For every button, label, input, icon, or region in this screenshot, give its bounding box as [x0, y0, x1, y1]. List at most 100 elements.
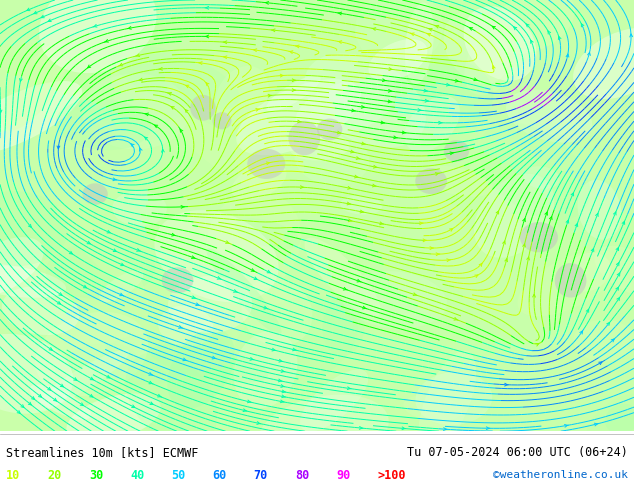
- FancyArrowPatch shape: [81, 403, 83, 405]
- FancyArrowPatch shape: [149, 381, 153, 384]
- FancyArrowPatch shape: [428, 28, 432, 31]
- Ellipse shape: [82, 74, 189, 149]
- FancyArrowPatch shape: [295, 45, 299, 48]
- Ellipse shape: [444, 12, 508, 84]
- Ellipse shape: [0, 191, 68, 267]
- FancyArrowPatch shape: [588, 52, 590, 55]
- Ellipse shape: [294, 132, 369, 185]
- FancyArrowPatch shape: [49, 347, 52, 350]
- FancyArrowPatch shape: [292, 348, 297, 351]
- FancyArrowPatch shape: [281, 395, 285, 398]
- FancyArrowPatch shape: [420, 222, 424, 225]
- FancyArrowPatch shape: [90, 377, 93, 380]
- FancyArrowPatch shape: [435, 25, 439, 28]
- Ellipse shape: [258, 394, 389, 467]
- Ellipse shape: [415, 168, 447, 194]
- FancyArrowPatch shape: [280, 74, 284, 77]
- FancyArrowPatch shape: [595, 214, 598, 217]
- FancyArrowPatch shape: [424, 89, 428, 92]
- Ellipse shape: [300, 369, 368, 431]
- Ellipse shape: [112, 191, 167, 226]
- FancyArrowPatch shape: [514, 27, 517, 30]
- FancyArrowPatch shape: [418, 109, 422, 111]
- Ellipse shape: [34, 350, 129, 411]
- FancyArrowPatch shape: [196, 303, 200, 306]
- FancyArrowPatch shape: [536, 343, 539, 346]
- Ellipse shape: [233, 296, 358, 388]
- Text: 70: 70: [254, 469, 268, 482]
- Ellipse shape: [585, 393, 634, 462]
- FancyArrowPatch shape: [127, 26, 131, 29]
- FancyArrowPatch shape: [34, 11, 37, 14]
- FancyArrowPatch shape: [394, 136, 398, 139]
- Ellipse shape: [295, 79, 395, 137]
- FancyArrowPatch shape: [48, 19, 51, 22]
- Ellipse shape: [0, 334, 73, 414]
- FancyArrowPatch shape: [243, 409, 247, 412]
- FancyArrowPatch shape: [113, 249, 116, 251]
- FancyArrowPatch shape: [27, 8, 30, 11]
- FancyArrowPatch shape: [571, 193, 574, 196]
- FancyArrowPatch shape: [171, 107, 174, 109]
- FancyArrowPatch shape: [139, 148, 142, 151]
- Ellipse shape: [67, 393, 161, 442]
- Ellipse shape: [555, 263, 586, 297]
- FancyArrowPatch shape: [223, 56, 227, 59]
- FancyArrowPatch shape: [581, 24, 584, 27]
- FancyArrowPatch shape: [32, 396, 35, 399]
- Text: 80: 80: [295, 469, 309, 482]
- FancyArrowPatch shape: [389, 68, 392, 71]
- FancyArrowPatch shape: [226, 241, 230, 244]
- FancyArrowPatch shape: [616, 287, 618, 290]
- Ellipse shape: [564, 253, 611, 292]
- Ellipse shape: [289, 133, 350, 160]
- FancyArrowPatch shape: [380, 222, 384, 225]
- Ellipse shape: [266, 75, 321, 111]
- FancyArrowPatch shape: [54, 398, 56, 401]
- Text: ©weatheronline.co.uk: ©weatheronline.co.uk: [493, 470, 628, 480]
- FancyArrowPatch shape: [247, 400, 251, 403]
- FancyArrowPatch shape: [180, 129, 183, 132]
- FancyArrowPatch shape: [297, 120, 301, 123]
- FancyArrowPatch shape: [87, 241, 90, 244]
- Ellipse shape: [30, 385, 91, 419]
- FancyArrowPatch shape: [470, 28, 473, 30]
- FancyArrowPatch shape: [382, 79, 386, 82]
- FancyArrowPatch shape: [136, 54, 139, 56]
- Ellipse shape: [573, 320, 634, 362]
- Ellipse shape: [523, 166, 560, 189]
- FancyArrowPatch shape: [212, 356, 216, 359]
- FancyArrowPatch shape: [545, 212, 548, 215]
- FancyArrowPatch shape: [90, 394, 93, 397]
- Text: 50: 50: [171, 469, 185, 482]
- Ellipse shape: [517, 250, 619, 317]
- Ellipse shape: [0, 264, 66, 298]
- FancyArrowPatch shape: [388, 90, 392, 92]
- FancyArrowPatch shape: [264, 306, 268, 309]
- FancyArrowPatch shape: [155, 125, 158, 128]
- FancyArrowPatch shape: [0, 110, 2, 113]
- FancyArrowPatch shape: [474, 78, 478, 81]
- FancyArrowPatch shape: [279, 359, 283, 362]
- FancyArrowPatch shape: [347, 387, 351, 390]
- Ellipse shape: [404, 96, 460, 152]
- FancyArrowPatch shape: [338, 12, 342, 15]
- Ellipse shape: [36, 312, 148, 396]
- FancyArrowPatch shape: [21, 405, 24, 408]
- FancyArrowPatch shape: [87, 65, 91, 68]
- FancyArrowPatch shape: [186, 85, 189, 88]
- FancyArrowPatch shape: [373, 165, 377, 168]
- Ellipse shape: [0, 390, 49, 445]
- Text: 40: 40: [130, 469, 144, 482]
- Text: Streamlines 10m [kts] ECMWF: Streamlines 10m [kts] ECMWF: [6, 446, 198, 459]
- FancyArrowPatch shape: [145, 113, 148, 116]
- FancyArrowPatch shape: [580, 331, 583, 334]
- FancyArrowPatch shape: [592, 248, 594, 252]
- Ellipse shape: [304, 53, 426, 147]
- Ellipse shape: [444, 140, 469, 162]
- FancyArrowPatch shape: [139, 78, 143, 81]
- FancyArrowPatch shape: [357, 279, 361, 282]
- FancyArrowPatch shape: [149, 372, 153, 375]
- FancyArrowPatch shape: [132, 405, 134, 408]
- Text: 10: 10: [6, 469, 20, 482]
